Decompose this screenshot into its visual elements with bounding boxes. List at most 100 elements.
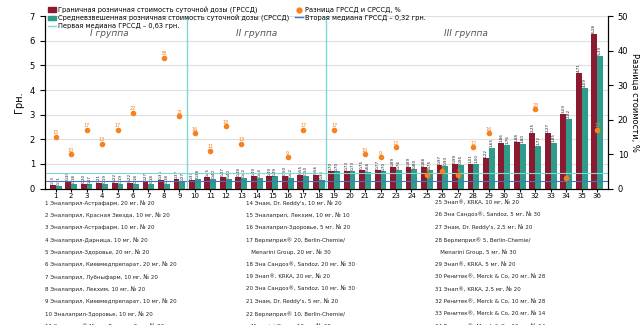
Text: 21: 21 [176,110,182,115]
Bar [551,143,557,188]
Text: 0,47: 0,47 [221,167,225,176]
Bar [204,177,211,188]
Text: 22: 22 [130,106,136,111]
Bar [298,175,303,188]
Bar [582,88,588,188]
Text: 0,45: 0,45 [205,168,209,177]
Text: 0,75: 0,75 [428,160,432,169]
Text: 0,22: 0,22 [113,173,116,182]
Text: 0,50: 0,50 [304,166,308,176]
Text: 26 Эна Сандоз®, Sandoz, 5 мг, № 30: 26 Эна Сандоз®, Sandoz, 5 мг, № 30 [435,212,541,218]
Bar [390,167,396,188]
Text: 0,36: 0,36 [319,170,324,179]
Text: І группа: І группа [90,29,129,38]
Text: 17 Берлиприл® 20, Berlin-Chemie/: 17 Берлиприл® 20, Berlin-Chemie/ [246,237,346,242]
Bar [257,178,262,188]
Text: 0,93: 0,93 [444,156,447,165]
Text: 0,19: 0,19 [103,174,107,183]
Text: 1,76: 1,76 [505,136,509,144]
Bar [241,178,247,188]
Bar [226,179,232,188]
Text: 0,37: 0,37 [175,170,179,179]
Text: 0,35: 0,35 [159,170,163,179]
Bar [118,184,124,188]
Text: ІІІ группа: ІІІ группа [444,29,488,38]
Text: 0,42: 0,42 [289,168,292,177]
Bar [102,184,108,188]
Bar [148,184,154,188]
Text: 29 Энап®, KRKA, 5 мг, № 20: 29 Энап®, KRKA, 5 мг, № 20 [435,262,516,266]
Bar [303,176,309,188]
Text: 32 Ренитек®, Merck & Co, 10 мг, № 28: 32 Ренитек®, Merck & Co, 10 мг, № 28 [435,299,545,304]
Bar [313,175,319,188]
Text: 13: 13 [238,137,244,142]
Text: 0,18: 0,18 [149,174,154,183]
Text: ІІ группа: ІІ группа [236,29,277,38]
Text: 38: 38 [161,51,167,56]
Text: 0,70: 0,70 [329,162,333,171]
Text: 4: 4 [456,168,460,173]
Bar [266,176,272,188]
Text: 0,49: 0,49 [252,167,256,176]
Text: 0,88: 0,88 [422,157,426,166]
Text: 0,73: 0,73 [345,161,349,170]
Text: 18 Эна Сандоз®, Sandoz, 20 мг, № 30: 18 Эна Сандоз®, Sandoz, 20 мг, № 30 [246,262,355,267]
Text: 1,00: 1,00 [474,154,478,163]
Text: 10 Эналаприл-Здоровье, 10 мг, № 20: 10 Эналаприл-Здоровье, 10 мг, № 20 [45,311,152,317]
Text: 0,38: 0,38 [196,169,200,178]
Text: 4,71: 4,71 [577,63,580,72]
Bar [319,180,324,188]
Text: 1,86: 1,86 [499,133,504,142]
Bar [535,146,541,188]
Text: 0,68: 0,68 [366,162,370,171]
Bar [111,183,118,188]
Bar [195,179,201,188]
Text: 4: 4 [426,168,429,173]
Bar [452,164,458,188]
Bar [412,169,417,188]
Bar [374,170,381,188]
Text: 34 Ренитек®, Merck & Co, 10 мг, № 14: 34 Ренитек®, Merck & Co, 10 мг, № 14 [435,323,545,325]
Text: 0,21: 0,21 [97,174,101,183]
Bar [483,159,489,188]
Text: 27 Энам, Dr. Reddy's, 2,5 мг, № 20: 27 Энам, Dr. Reddy's, 2,5 мг, № 20 [435,225,532,230]
Text: 9 Эналаприл, Киевмедпрепарат, 10 мг, № 20: 9 Эналаприл, Киевмедпрепарат, 10 мг, № 2… [45,299,177,304]
Text: 28 Берлиприл® 5, Berlin-Chemie/: 28 Берлиприл® 5, Berlin-Chemie/ [435,237,531,242]
Text: 2,82: 2,82 [567,109,571,118]
Text: 4 Эналаприл-Дарница, 10 мг, № 20: 4 Эналаприл-Дарница, 10 мг, № 20 [45,237,147,242]
Bar [164,184,170,188]
Bar [96,183,102,188]
Bar [179,182,186,188]
Bar [211,179,216,188]
Text: 17: 17 [331,124,337,128]
Bar [545,133,551,188]
Text: 1,65: 1,65 [490,138,494,147]
Text: 0,18: 0,18 [134,174,138,183]
Text: 20 Эна Сандоз®, Sandoz, 10 мг, № 30: 20 Эна Сандоз®, Sandoz, 10 мг, № 30 [246,286,355,292]
Text: 0,80: 0,80 [412,159,417,168]
Text: 0,42: 0,42 [243,168,246,177]
Bar [56,186,61,188]
Text: 17: 17 [594,124,600,128]
Bar [272,176,278,188]
Text: 22 Берлиприл® 10, Berlin-Chemie/: 22 Берлиприл® 10, Berlin-Chemie/ [246,311,346,317]
Text: 12: 12 [393,141,399,146]
Bar [133,184,139,188]
Text: 0,40: 0,40 [227,169,231,178]
Text: 0,44: 0,44 [258,168,262,177]
Bar [81,184,86,188]
Text: 0,48: 0,48 [236,167,241,176]
Text: 0,22: 0,22 [128,173,132,182]
Text: 4,09: 4,09 [582,78,587,87]
Bar [220,177,226,188]
Bar [359,170,365,188]
Text: 0,70: 0,70 [335,162,339,171]
Bar [576,72,582,188]
Text: 0,70: 0,70 [381,162,385,171]
Text: 0,89: 0,89 [406,157,410,166]
Text: 0,19: 0,19 [118,174,122,183]
Text: Menarini Group, 10 мг, № 30: Menarini Group, 10 мг, № 30 [246,323,331,325]
Text: 30 Ренитек®, Merck & Co, 20 мг, № 28: 30 Ренитек®, Merck & Co, 20 мг, № 28 [435,274,545,279]
Text: 0,50: 0,50 [283,166,287,176]
Text: 1 Эналаприл-Астрафарм, 20 мг, № 20: 1 Эналаприл-Астрафарм, 20 мг, № 20 [45,200,154,205]
